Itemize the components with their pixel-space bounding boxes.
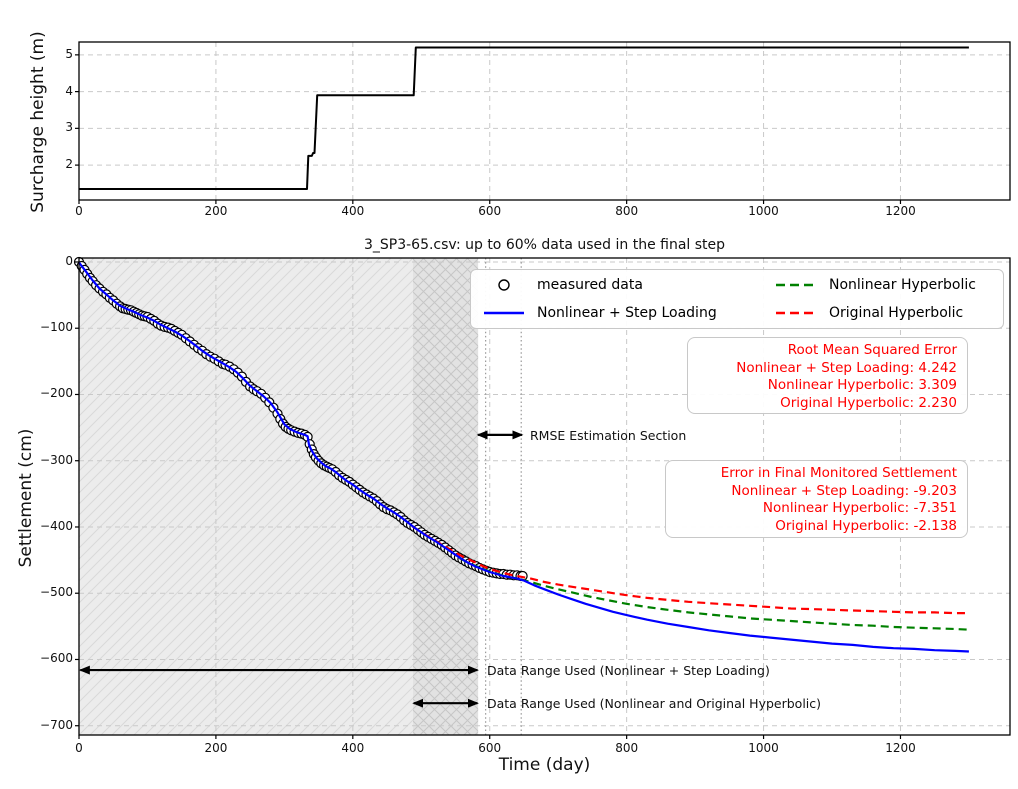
series-line <box>459 557 969 631</box>
series-line <box>411 525 969 615</box>
series-line <box>78 261 969 653</box>
